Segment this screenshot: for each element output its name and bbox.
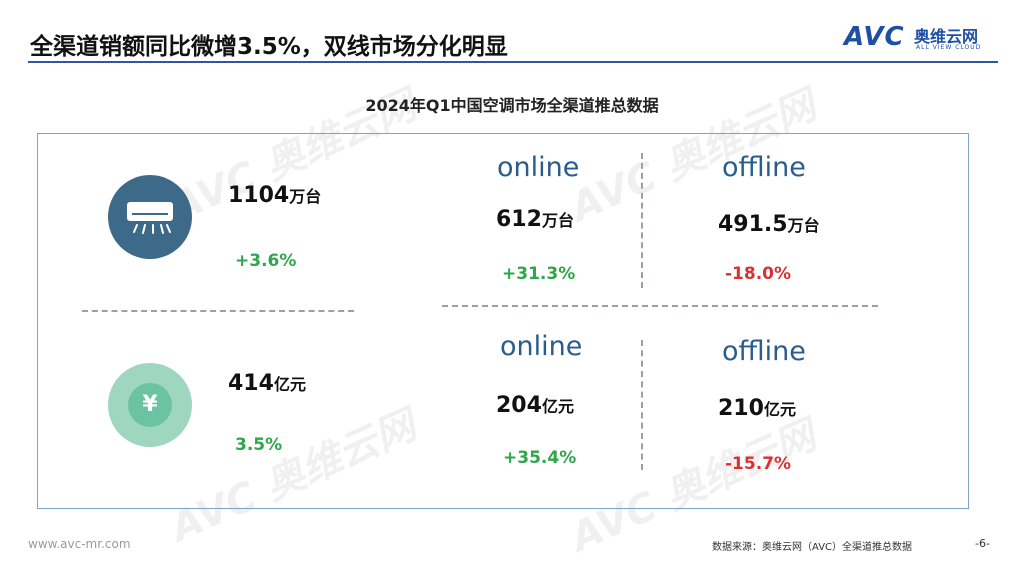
volume-online-label: online <box>497 152 580 183</box>
website-link[interactable]: www.avc-mr.com <box>28 537 131 551</box>
channel-divider-bottom <box>641 340 643 470</box>
revenue-total: 414亿元 <box>228 371 306 396</box>
revenue-online-change: +35.4% <box>503 448 577 468</box>
avc-logo: AVC 奥维云网 ALL VIEW CLOUD <box>844 22 1000 56</box>
section-subtitle: 2024年Q1中国空调市场全渠道推总数据 <box>365 96 659 115</box>
yen-symbol: ¥ <box>128 383 172 427</box>
volume-total-value: 1104 <box>228 183 290 208</box>
revenue-offline-value: 210 <box>718 396 764 421</box>
revenue-total-change: 3.5% <box>235 435 283 455</box>
logo-cn: 奥维云网 <box>914 27 979 46</box>
volume-online-change: +31.3% <box>502 264 576 284</box>
page-title: 全渠道销额同比微增3.5%，双线市场分化明显 <box>30 34 508 60</box>
logo-en: ALL VIEW CLOUD <box>916 44 982 51</box>
revenue-offline: 210亿元 <box>718 396 796 421</box>
volume-offline: 491.5万台 <box>718 212 820 237</box>
revenue-online-value: 204 <box>496 393 542 418</box>
volume-online-unit: 万台 <box>541 211 574 230</box>
channel-divider-top <box>641 153 643 288</box>
volume-offline-change: -18.0% <box>725 264 792 284</box>
revenue-total-unit: 亿元 <box>273 375 306 394</box>
air-conditioner-icon <box>108 175 192 259</box>
page-number: -6- <box>975 537 990 550</box>
data-source-note: 数据来源：奥维云网（AVC）全渠道推总数据 <box>712 542 913 553</box>
volume-offline-label: offline <box>722 152 806 183</box>
revenue-online-label: online <box>500 331 583 362</box>
volume-total: 1104万台 <box>228 183 321 208</box>
revenue-offline-change: -15.7% <box>725 454 792 474</box>
volume-online: 612万台 <box>496 207 574 232</box>
volume-offline-value: 491.5 <box>718 212 788 237</box>
revenue-offline-unit: 亿元 <box>763 400 796 419</box>
row-divider-right <box>442 305 878 307</box>
volume-offline-unit: 万台 <box>787 216 820 235</box>
row-divider-left <box>82 310 354 312</box>
volume-total-unit: 万台 <box>289 187 322 206</box>
revenue-online: 204亿元 <box>496 393 574 418</box>
revenue-offline-label: offline <box>722 336 806 367</box>
revenue-total-value: 414 <box>228 371 274 396</box>
logo-text: AVC <box>844 22 905 52</box>
volume-total-change: +3.6% <box>235 251 297 271</box>
header-divider <box>28 61 998 63</box>
data-panel <box>37 133 969 509</box>
volume-online-value: 612 <box>496 207 542 232</box>
revenue-online-unit: 亿元 <box>541 397 574 416</box>
